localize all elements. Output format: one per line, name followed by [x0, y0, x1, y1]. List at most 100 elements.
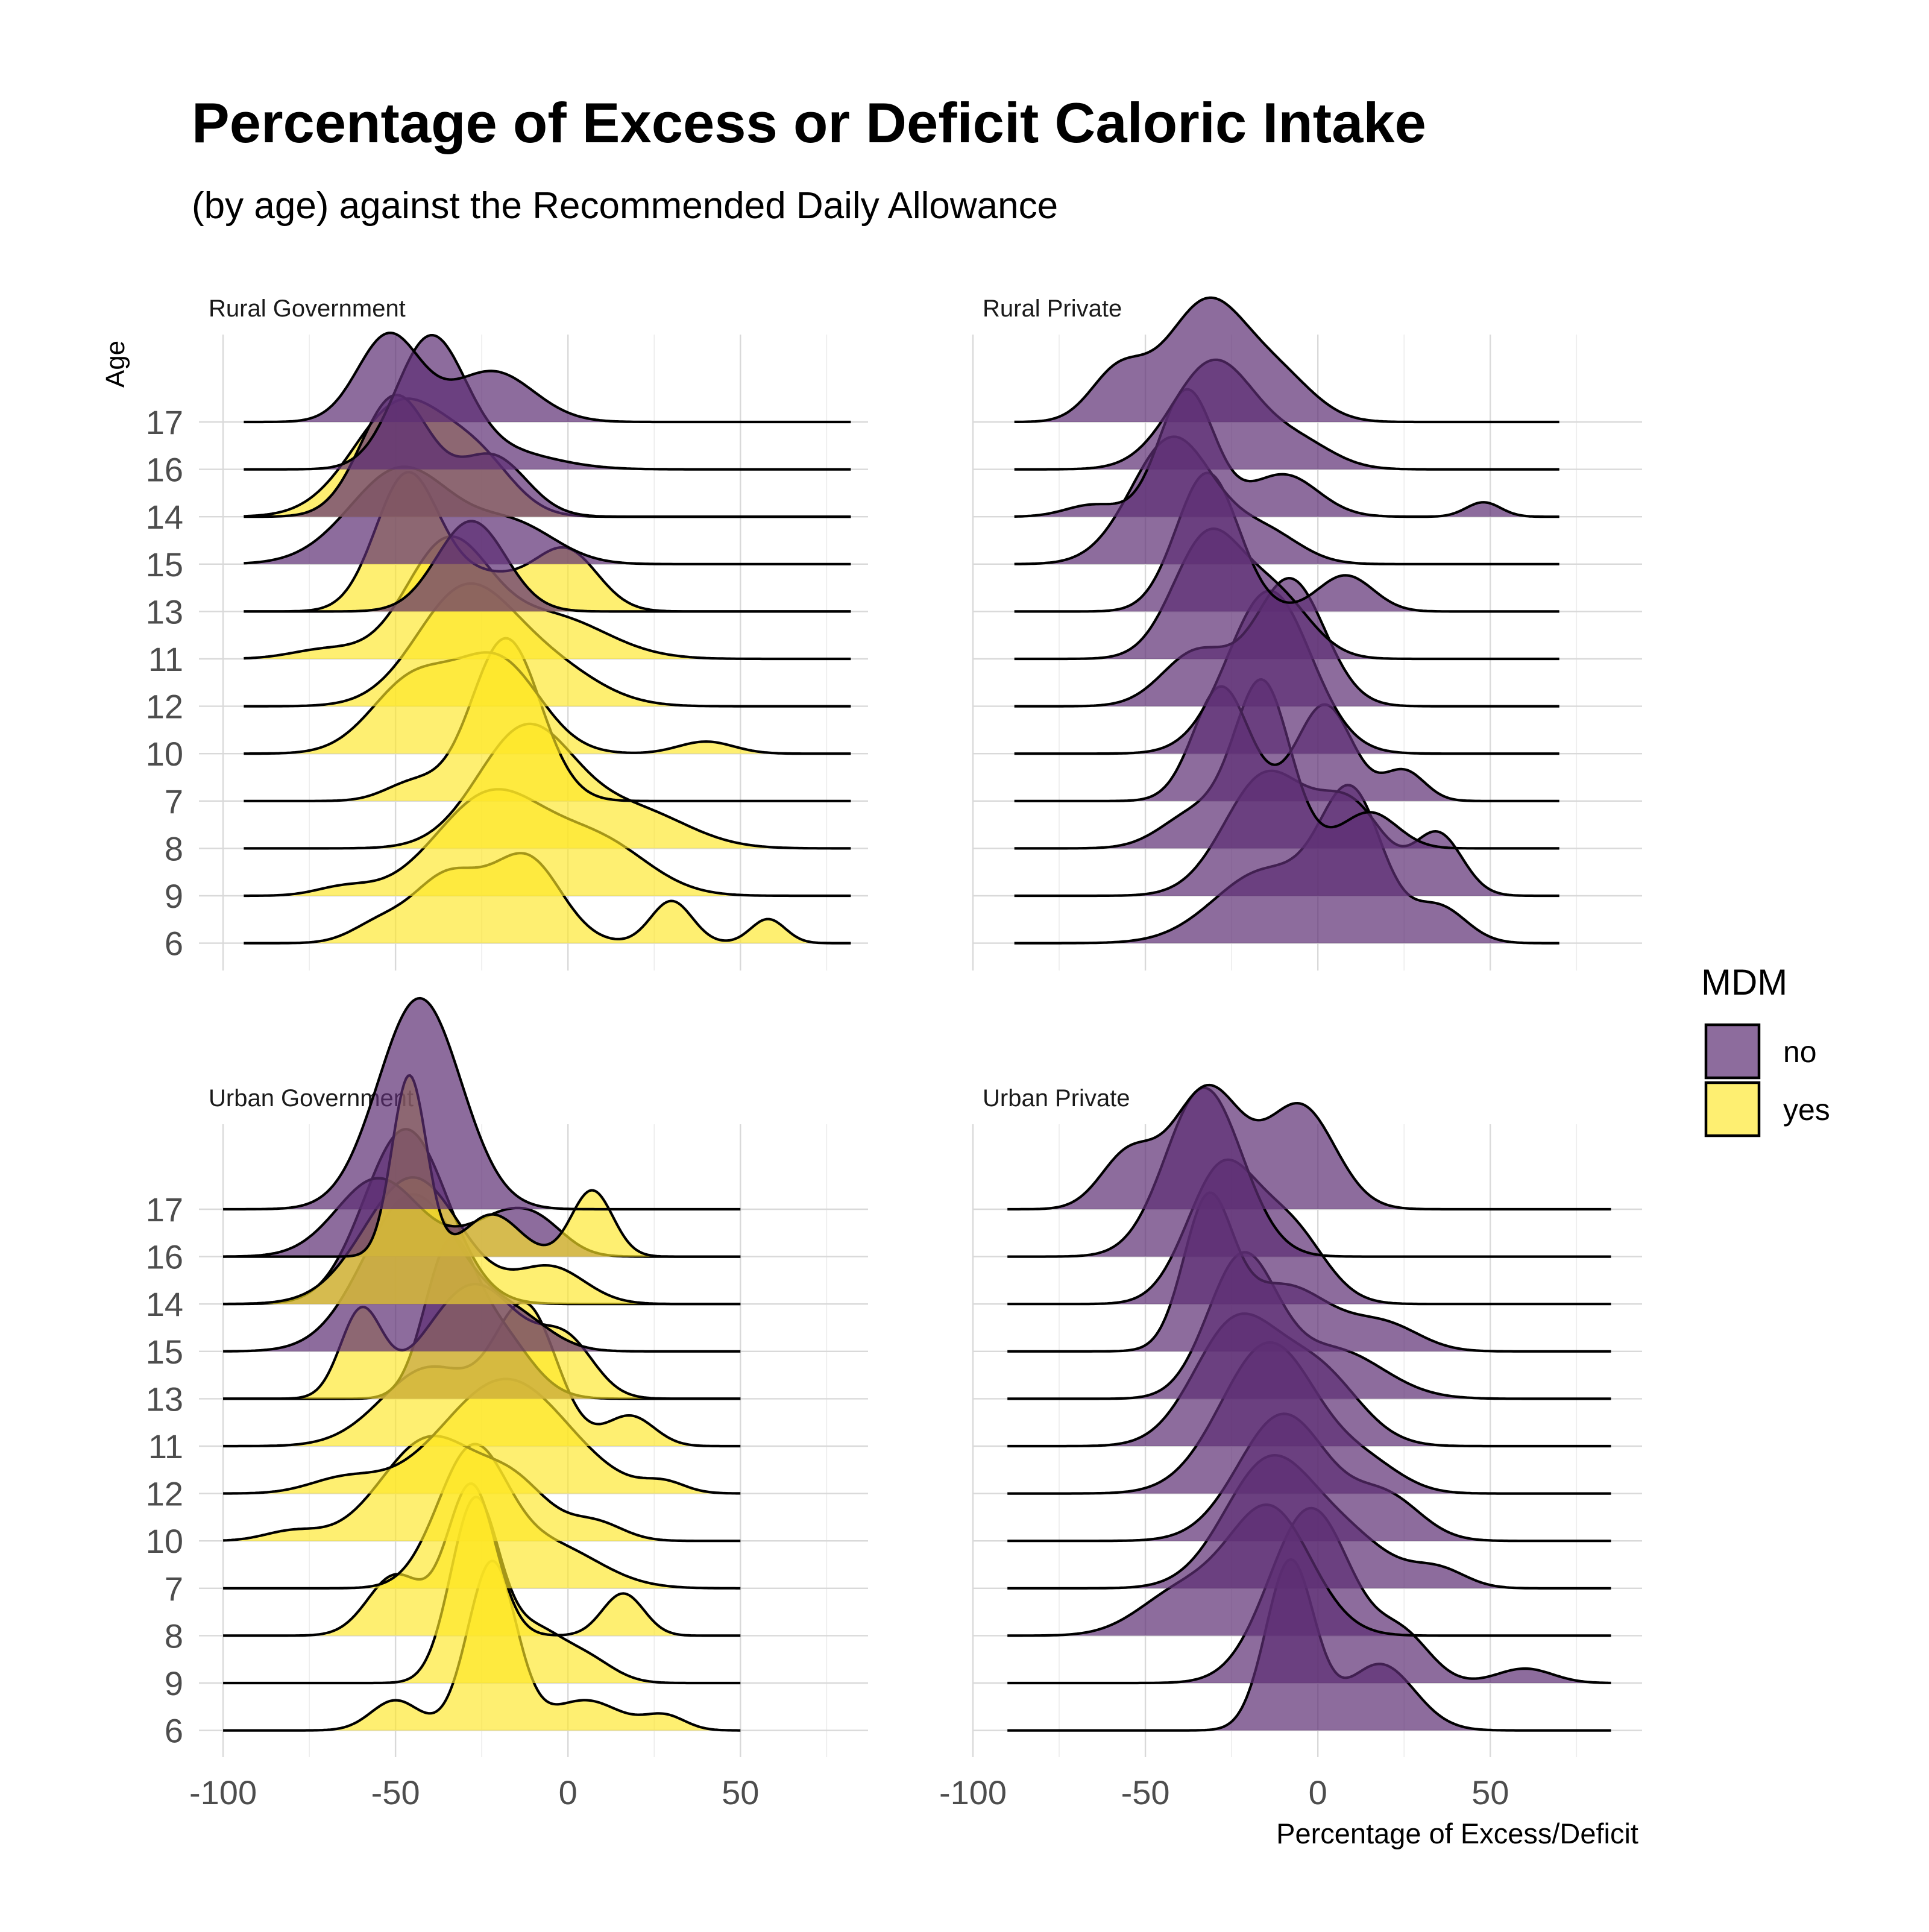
y-tick-label: 9	[165, 877, 183, 915]
ridge-age-14-no	[1007, 1158, 1611, 1306]
panel-rural-government: Rural Government 17 16 14 15 13 11 12 10 7 8 9 6	[146, 295, 868, 971]
y-tick-label: 16	[146, 451, 183, 489]
y-tick-label: 9	[165, 1664, 183, 1702]
ridge-age-10-yes	[244, 651, 851, 755]
y-tick-label: 15	[146, 546, 183, 584]
panel-urban-government: Urban Government17161415131112107896-100…	[146, 996, 868, 1811]
y-tick-label: 15	[146, 1333, 183, 1371]
chart-title: Percentage of Excess or Deficit Caloric …	[192, 91, 1426, 154]
y-tick-label: 17	[146, 1191, 183, 1229]
ridge-fill	[1014, 359, 1559, 470]
panel-label: Urban Private	[983, 1085, 1130, 1112]
ridge-outline	[1014, 685, 1559, 802]
ridges	[244, 332, 851, 945]
x-tick-label: -50	[1121, 1773, 1170, 1811]
ridge-outline	[244, 332, 851, 424]
ridge-outline	[1014, 358, 1559, 471]
ridge-age-11-no	[1014, 527, 1559, 661]
ridge-outline	[1014, 471, 1559, 613]
x-tick-label: -50	[371, 1773, 420, 1811]
y-tick-label: 12	[146, 1475, 183, 1513]
ridge-age-16-no	[1014, 358, 1559, 471]
ridge-age-16-yes	[223, 1074, 741, 1258]
ridge-outline	[1014, 435, 1559, 565]
ridge-outline	[244, 520, 851, 613]
legend-title: MDM	[1701, 962, 1787, 1002]
legend-label: no	[1783, 1035, 1817, 1069]
x-tick-label: 50	[722, 1773, 759, 1811]
ridge-fill	[1007, 1087, 1611, 1257]
ridge-age-17-no	[1014, 296, 1559, 424]
ridge-outline	[1014, 577, 1559, 708]
legend: MDM no yes	[1701, 962, 1830, 1137]
ridge-fill	[1014, 686, 1559, 801]
y-tick-label: 14	[146, 1285, 183, 1323]
y-tick-label: 13	[146, 1380, 183, 1418]
ridge-fill	[223, 1194, 741, 1351]
legend-label: yes	[1783, 1093, 1830, 1127]
ridges	[222, 996, 741, 1732]
y-tick-label: 6	[165, 1712, 183, 1750]
ridge-outline	[1014, 527, 1559, 661]
ridge-age-13-no	[1014, 471, 1559, 613]
ridge-age-16-no	[244, 334, 851, 471]
ridge-fill	[244, 536, 851, 659]
ridges	[1007, 1083, 1611, 1732]
ridge-age-17-no	[223, 996, 741, 1211]
x-tick-label: -100	[189, 1773, 257, 1811]
y-tick-label: 8	[165, 829, 183, 867]
ridge-outline	[244, 394, 851, 518]
y-tick-label: 12	[146, 688, 183, 726]
ridge-outline	[1007, 1158, 1611, 1306]
y-tick-label: 11	[148, 640, 183, 678]
ridge-outline	[1014, 388, 1559, 518]
y-tick-label: 13	[146, 593, 183, 631]
ridge-fill	[1014, 297, 1559, 422]
ridge-outline	[1007, 1086, 1611, 1258]
ridge-fill	[244, 853, 851, 943]
y-tick-label: 8	[165, 1617, 183, 1655]
x-tick-label: -100	[939, 1773, 1007, 1811]
ridge-outline	[223, 1074, 741, 1258]
y-tick-label: 14	[146, 498, 183, 536]
x-tick-label: 50	[1471, 1773, 1509, 1811]
ridge-fill	[244, 652, 851, 754]
y-tick-label: 16	[146, 1238, 183, 1276]
ridges	[1014, 296, 1559, 945]
ridge-fill	[223, 1177, 741, 1304]
ridge-outline	[1007, 1083, 1611, 1211]
ridge-outline	[244, 651, 851, 755]
ridge-fill	[1007, 1159, 1611, 1304]
x-tick-label: 0	[559, 1773, 577, 1811]
chart-subtitle: (by age) against the Recommended Daily A…	[192, 185, 1058, 227]
legend-swatch	[1704, 1081, 1761, 1137]
ridge-outline	[223, 996, 741, 1211]
y-tick-label: 7	[165, 1570, 183, 1608]
panel-label: Rural Private	[983, 295, 1122, 322]
y-axis-label: Age	[101, 341, 130, 388]
ridge-age-13-no	[244, 520, 851, 613]
ridge-age-17-no	[1007, 1083, 1611, 1211]
y-tick-label: 6	[165, 925, 183, 963]
ridge-fill	[244, 333, 851, 422]
y-tick-label: 10	[146, 735, 183, 773]
y-tick-label: 7	[165, 782, 183, 820]
y-tick-label: 17	[146, 403, 183, 441]
panel-urban-private: Urban Private -100 -50 0 50	[939, 1083, 1642, 1811]
y-tick-label: 11	[148, 1427, 183, 1465]
ridge-age-16-no	[1007, 1086, 1611, 1258]
ridge-fill	[1007, 1085, 1611, 1209]
legend-entry-no: no	[1704, 1023, 1817, 1080]
ridge-fill	[223, 1075, 741, 1257]
ridge-fill	[1007, 1252, 1611, 1399]
ridge-age-14-no	[1014, 388, 1559, 518]
y-tick-label: 10	[146, 1522, 183, 1560]
legend-swatch	[1704, 1023, 1761, 1080]
panels-layer: Rural Government17161415131112107896Rura…	[146, 295, 1642, 1811]
ridge-fill	[223, 998, 741, 1209]
ridge-age-17-no	[244, 332, 851, 424]
ridge-fill	[244, 638, 851, 801]
ridge-outline	[244, 334, 851, 471]
